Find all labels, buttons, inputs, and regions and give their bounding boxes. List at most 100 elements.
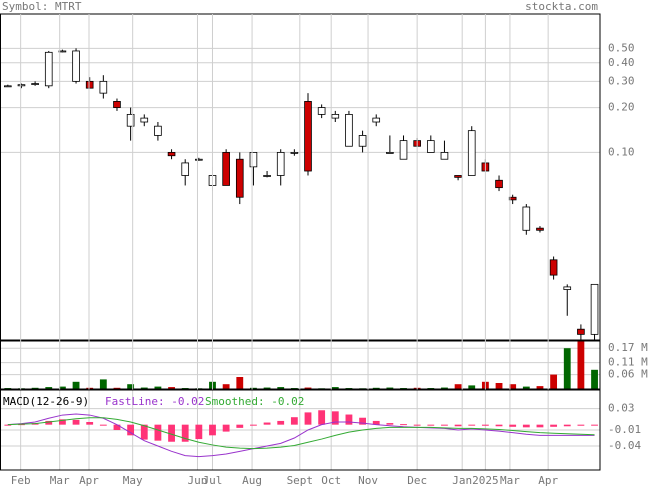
candle-body xyxy=(154,125,162,136)
volume-bar xyxy=(536,386,544,389)
macd-histogram xyxy=(304,412,312,425)
volume-bar xyxy=(522,386,530,389)
macd-histogram xyxy=(236,424,244,428)
candle-body xyxy=(31,83,39,85)
macd-histogram xyxy=(113,424,121,430)
y-tick-label: 0.40 xyxy=(608,56,635,69)
volume-bar xyxy=(99,379,107,389)
macd-histogram xyxy=(222,424,230,432)
x-tick-label: Nov xyxy=(358,474,378,486)
y-tick-label: 0.50 xyxy=(608,41,635,54)
macd-histogram xyxy=(386,423,394,425)
macd-histogram xyxy=(318,410,326,425)
volume-bar xyxy=(86,387,94,389)
volume-bar xyxy=(72,381,80,389)
candle-body xyxy=(181,162,190,176)
candle-body xyxy=(590,283,599,335)
macd-histogram xyxy=(591,424,598,426)
macd-histogram xyxy=(263,422,271,425)
macd-histogram xyxy=(441,424,448,426)
candle-body xyxy=(358,135,367,147)
volume-bar xyxy=(277,387,285,389)
candle-body xyxy=(126,113,135,127)
y-tick-label: 0.20 xyxy=(608,101,635,114)
macd-histogram xyxy=(400,424,407,426)
x-tick-label: Jun xyxy=(188,474,208,486)
volume-bar xyxy=(509,384,517,389)
volume-bar xyxy=(372,387,380,389)
candle-body xyxy=(44,51,53,87)
candle-body xyxy=(522,206,531,231)
volume-bar xyxy=(563,348,571,389)
macd-histogram xyxy=(454,424,462,427)
x-tick-label: Mar xyxy=(500,474,520,486)
volume-bar xyxy=(127,384,135,389)
candle-body xyxy=(290,152,299,154)
candle-body xyxy=(495,179,503,189)
volume-bar xyxy=(577,341,585,389)
macd-histogram xyxy=(277,420,285,425)
macd-histogram xyxy=(4,424,12,426)
legend-entry: Smoothed: -0.02 xyxy=(205,395,304,408)
volume-bar xyxy=(31,387,39,389)
macd-histogram xyxy=(72,419,80,425)
macd-histogram xyxy=(359,417,366,425)
candle-body xyxy=(467,130,476,176)
macd-histogram xyxy=(209,424,216,436)
candle-body xyxy=(222,152,230,186)
candle-body xyxy=(317,107,326,115)
x-tick-label: Jan xyxy=(452,474,472,486)
macd-line xyxy=(7,417,595,450)
volume-bar xyxy=(222,384,230,389)
candle-body xyxy=(426,140,435,153)
candle-body xyxy=(249,152,258,168)
macd-histogram xyxy=(427,424,435,426)
x-tick-label: Sept xyxy=(287,474,314,486)
macd-histogram xyxy=(509,424,517,427)
macd-histogram xyxy=(413,424,421,426)
candle-body xyxy=(72,50,80,82)
candle-body xyxy=(345,113,353,147)
macd-histogram xyxy=(168,424,175,442)
macd-histogram xyxy=(195,424,203,440)
x-tick-label: Apr xyxy=(538,474,558,486)
volume-bar xyxy=(263,387,271,389)
candle-body xyxy=(235,158,244,198)
macd-histogram xyxy=(290,417,298,425)
volume-bar xyxy=(45,387,53,389)
site: stockta.com xyxy=(525,0,598,13)
candle-body xyxy=(263,175,271,177)
candle-body xyxy=(331,113,340,119)
macd-histogram xyxy=(536,424,544,428)
volume-bar xyxy=(58,386,66,389)
macd-histogram xyxy=(468,424,476,426)
macd-line xyxy=(7,413,595,458)
macd-histogram xyxy=(577,424,585,426)
candle-body xyxy=(454,175,462,178)
volume-bar xyxy=(250,387,257,389)
volume-bar xyxy=(236,377,244,389)
candle-body xyxy=(85,80,94,89)
macd-histogram xyxy=(345,414,353,425)
candle-body xyxy=(577,328,585,335)
macd-histogram xyxy=(45,420,53,425)
volume-bar xyxy=(550,374,558,389)
x-tick-label: May xyxy=(123,474,143,486)
macd-histogram xyxy=(372,420,380,425)
y-tick-label: 0.10 xyxy=(608,145,635,158)
macd-histogram xyxy=(154,424,162,441)
macd-histogram xyxy=(140,424,148,440)
volume-bar xyxy=(168,387,175,389)
macd-histogram xyxy=(331,411,339,425)
panel-border xyxy=(0,389,601,471)
candle-body xyxy=(549,259,558,276)
macd-histogram xyxy=(250,424,257,426)
candle-body xyxy=(386,152,394,154)
macd-histogram xyxy=(563,424,571,427)
macd-histogram xyxy=(522,424,530,428)
candle-body xyxy=(58,50,67,53)
y-tick-label: -0.01 xyxy=(608,423,641,436)
volume-bar xyxy=(154,386,162,389)
volume-bar xyxy=(113,387,121,389)
macd-histogram xyxy=(86,422,94,425)
